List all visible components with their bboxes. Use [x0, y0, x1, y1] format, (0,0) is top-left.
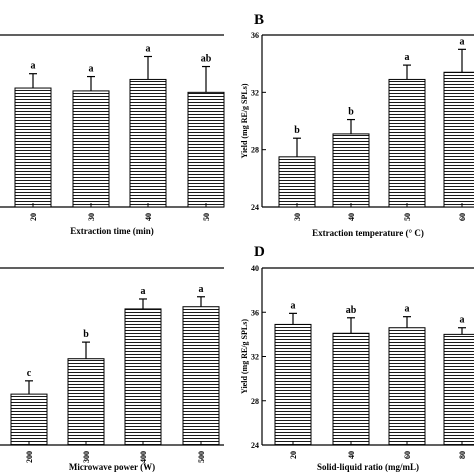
significance-letter: a [89, 64, 94, 75]
y-axis-label: Yield (mg RE/g SPLs) [240, 83, 249, 158]
x-tick-label: 20 [29, 213, 38, 221]
x-tick-label: 80 [458, 451, 467, 459]
x-tick-label: 30 [87, 213, 96, 221]
x-axis-label: Microwave power (W) [69, 462, 155, 472]
bar [278, 156, 316, 208]
bar [332, 332, 370, 446]
bar [182, 306, 220, 446]
x-tick-label: 50 [403, 213, 412, 221]
significance-letter: b [348, 107, 354, 118]
bar [14, 87, 52, 208]
x-tick-label: 200 [25, 451, 34, 463]
x-tick-label: 300 [82, 451, 91, 463]
significance-letter: a [141, 286, 146, 297]
x-tick-label: 40 [347, 451, 356, 459]
x-axis-label: Extraction time (min) [70, 226, 153, 236]
significance-letter: b [294, 125, 300, 136]
x-axis-label: Extraction temperature (° C) [312, 228, 424, 238]
y-tick-label: 40 [251, 264, 259, 273]
x-tick-label: 40 [144, 213, 153, 221]
x-tick-label: 30 [293, 213, 302, 221]
x-tick-label: 500 [197, 451, 206, 463]
panel-letter: D [254, 244, 265, 260]
y-tick-label: 32 [251, 353, 259, 362]
significance-letter: a [405, 52, 410, 63]
chart-panel-a: a 20 a 30 a 40 ab 50 Extraction time (min) [0, 34, 225, 236]
significance-letter: a [460, 36, 465, 47]
x-tick-label: 60 [403, 451, 412, 459]
bar [72, 90, 110, 208]
significance-letter: a [199, 284, 204, 295]
bar [274, 323, 312, 446]
bar [129, 78, 167, 208]
bar [388, 327, 426, 446]
bar [124, 308, 162, 446]
y-tick-label: 36 [251, 31, 259, 40]
significance-letter: a [460, 315, 465, 326]
y-tick-label: 24 [251, 441, 259, 450]
x-tick-label: 60 [458, 213, 467, 221]
significance-letter: a [146, 44, 151, 55]
significance-letter: b [83, 329, 89, 340]
y-tick-label: 36 [251, 308, 259, 317]
bar [10, 393, 48, 446]
significance-letter: a [291, 300, 296, 311]
significance-letter: ab [201, 54, 212, 65]
y-tick-label: 24 [251, 203, 259, 212]
bar [443, 333, 474, 446]
significance-letter: a [405, 304, 410, 315]
bar [187, 91, 225, 208]
panel-letter: B [254, 12, 264, 28]
x-tick-label: 400 [139, 451, 148, 463]
x-axis-label: Solid-liquid ratio (mg/mL) [317, 462, 419, 472]
chart-panel-b: 24 28 32 36 b 30 b 40 a 50 a 60 Extraction temperatu… [240, 12, 474, 238]
y-axis-label: Yield (mg RE/g SPLs) [240, 319, 249, 394]
significance-letter: a [31, 61, 36, 72]
y-tick-label: 28 [251, 397, 259, 406]
x-tick-label: 50 [202, 213, 211, 221]
chart-panel-c: c 200 b 300 a 400 a 500 Microwave power (W) [0, 267, 224, 472]
x-tick-label: 20 [289, 451, 298, 459]
bar [67, 358, 105, 446]
bar [332, 133, 370, 208]
y-tick-label: 28 [251, 146, 259, 155]
chart-panel-d: 24 28 32 36 40 a 20 ab 40 a 60 a 80 Solid-liquid rati… [240, 244, 474, 472]
significance-letter: c [27, 368, 32, 379]
bar [443, 71, 474, 208]
x-tick-label: 40 [347, 213, 356, 221]
y-tick-label: 32 [251, 88, 259, 97]
bar [388, 78, 426, 208]
significance-letter: ab [346, 305, 357, 316]
